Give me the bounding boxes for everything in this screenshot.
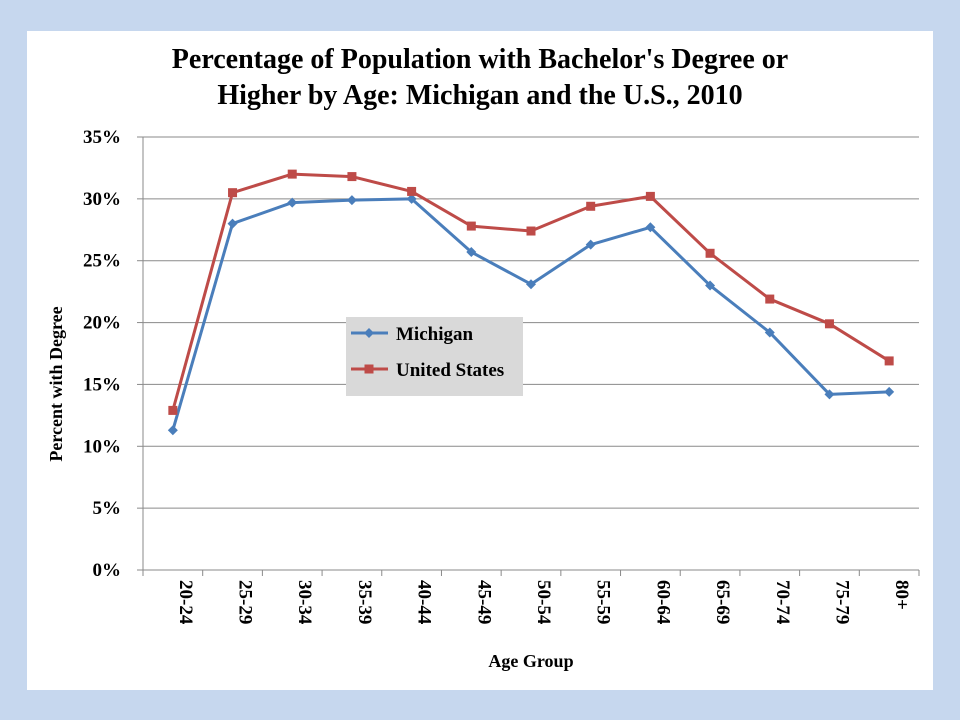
y-tick-label: 15%	[83, 374, 121, 395]
data-point	[824, 389, 835, 400]
data-point	[645, 222, 656, 233]
legend-marker	[364, 364, 374, 374]
axes	[142, 137, 919, 571]
data-point	[167, 425, 178, 436]
x-tick-label: 60-64	[652, 580, 673, 625]
data-point	[407, 186, 417, 196]
data-point	[526, 226, 536, 236]
data-point	[585, 239, 596, 250]
data-point	[227, 218, 238, 229]
series-united-states	[168, 169, 894, 415]
chart-title-line-1: Percentage of Population with Bachelor's…	[172, 44, 788, 75]
data-point	[824, 319, 834, 329]
data-point	[884, 386, 895, 397]
x-tick-label: 30-34	[294, 580, 315, 625]
data-point	[586, 201, 596, 211]
data-point	[406, 193, 417, 204]
data-point	[168, 405, 178, 415]
chart-frame: Percentage of Population with Bachelor's…	[27, 31, 933, 690]
data-point	[287, 169, 297, 179]
chart-title-line-2: Higher by Age: Michigan and the U.S., 20…	[217, 80, 742, 111]
legend: Michigan United States	[346, 317, 523, 396]
legend-label: United States	[396, 360, 504, 381]
data-point	[764, 327, 775, 338]
x-tick-label: 75-79	[831, 580, 852, 624]
y-tick-label: 25%	[83, 251, 121, 272]
data-point	[705, 280, 716, 291]
data-point	[466, 221, 476, 231]
legend-marker	[364, 328, 374, 338]
x-tick-label: 55-59	[593, 580, 614, 624]
y-axis-ticks: 0% 5% 10% 15% 20% 25% 30% 35%	[83, 127, 143, 581]
data-point	[466, 247, 477, 258]
x-tick-label: 40-44	[414, 580, 435, 625]
y-tick-label: 35%	[83, 127, 121, 148]
x-tick-label: 70-74	[772, 580, 793, 625]
y-tick-label: 5%	[93, 498, 122, 519]
x-tick-label: 80+	[891, 580, 912, 610]
data-point	[884, 356, 894, 366]
x-axis-title: Age Group	[488, 651, 573, 671]
gridlines	[143, 136, 919, 509]
data-point	[287, 197, 298, 208]
x-tick-label: 35-39	[354, 580, 375, 624]
data-point	[705, 248, 715, 258]
data-point	[526, 279, 536, 290]
y-tick-label: 20%	[83, 313, 121, 334]
line-chart: Percentage of Population with Bachelor's…	[46, 44, 920, 671]
data-point	[228, 188, 238, 198]
y-axis-title: Percent with Degree	[46, 306, 66, 461]
y-tick-label: 10%	[83, 436, 121, 457]
x-axis-ticks: 20-24 25-29 30-34 35-39 40-44 45-49 50-54 55-59…	[142, 570, 920, 625]
legend-box	[346, 317, 523, 396]
x-tick-label: 45-49	[473, 580, 494, 624]
series-layer	[167, 169, 895, 436]
x-tick-label: 65-69	[712, 580, 733, 624]
legend-label: Michigan	[396, 324, 473, 345]
x-tick-label: 25-29	[235, 580, 256, 624]
data-point	[346, 195, 357, 206]
data-point	[347, 172, 357, 182]
x-tick-label: 20-24	[175, 580, 196, 625]
series-line	[171, 172, 890, 411]
y-tick-label: 0%	[93, 560, 122, 581]
series-michigan	[167, 193, 895, 436]
data-point	[765, 294, 775, 304]
y-tick-label: 30%	[83, 189, 121, 210]
data-point	[645, 191, 655, 201]
x-tick-label: 50-54	[533, 580, 554, 625]
chart-title: Percentage of Population with Bachelor's…	[172, 44, 788, 111]
